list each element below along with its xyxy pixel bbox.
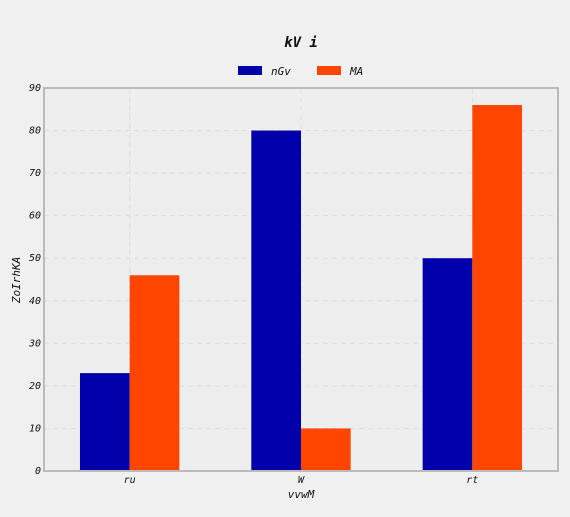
y-tick-label: 80 xyxy=(29,126,41,137)
legend-swatch-ma xyxy=(317,66,341,75)
legend-label-ma: MA xyxy=(349,65,363,78)
x-axis-label: vvwM xyxy=(288,488,315,501)
bar-ma-rt xyxy=(472,105,523,472)
y-tick-label: 0 xyxy=(35,466,41,477)
y-axis-label: ZoIrhKA xyxy=(10,257,23,304)
bar-ma-w xyxy=(301,428,351,471)
x-tick-label: W xyxy=(298,475,305,486)
y-tick-label: 40 xyxy=(29,296,41,307)
bar-ngv-rt xyxy=(422,258,473,471)
bar-ma-ru xyxy=(129,275,180,471)
y-tick-label: 60 xyxy=(29,211,41,222)
legend: nGv MA xyxy=(238,65,363,78)
x-tick-label: rt xyxy=(466,475,478,486)
x-tick-label: ru xyxy=(124,475,136,486)
legend-label-ngv: nGv xyxy=(271,65,291,78)
y-tick-label: 30 xyxy=(28,338,41,349)
bar-ngv-w xyxy=(251,130,301,472)
y-axis-ticks: 0 10 20 30 40 50 60 70 80 90 xyxy=(28,83,41,477)
y-tick-label: 20 xyxy=(29,381,41,392)
y-tick-label: 90 xyxy=(29,83,41,94)
y-tick-label: 10 xyxy=(29,423,41,434)
y-tick-label: 50 xyxy=(29,253,41,264)
plot-frame xyxy=(43,87,559,472)
y-tick-label: 70 xyxy=(29,168,41,179)
legend-swatch-ngv xyxy=(238,66,262,75)
bar-ngv-ru xyxy=(79,373,130,471)
bars xyxy=(79,105,523,472)
chart-title: kV i xyxy=(284,35,318,51)
